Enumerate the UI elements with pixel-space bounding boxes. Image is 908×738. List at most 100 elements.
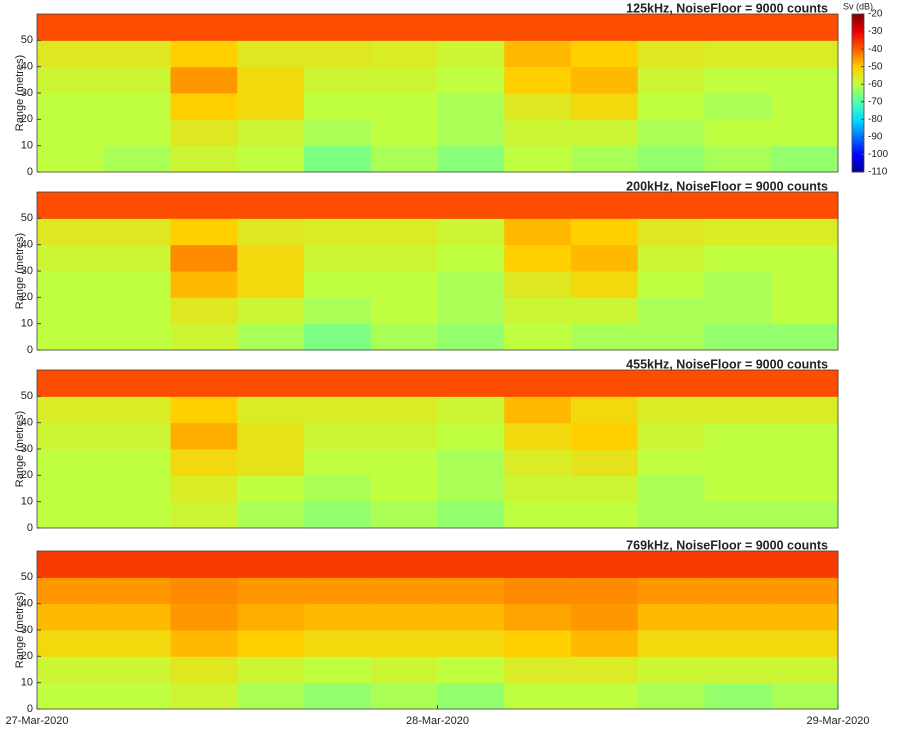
heat-cell bbox=[304, 682, 372, 710]
colorbar-tick-label: -60 bbox=[868, 79, 883, 90]
heat-cell bbox=[504, 603, 572, 631]
heat-cell bbox=[237, 323, 305, 351]
heat-cell bbox=[504, 192, 572, 219]
heat-cell bbox=[637, 40, 705, 68]
heat-cell bbox=[437, 577, 505, 605]
heat-cell bbox=[37, 449, 105, 476]
y-tick-label: 0 bbox=[27, 703, 33, 715]
heat-cell bbox=[571, 192, 639, 219]
heat-cell bbox=[571, 501, 639, 529]
heat-cell bbox=[771, 422, 839, 450]
heat-cell bbox=[571, 40, 639, 68]
heat-cell bbox=[103, 501, 171, 529]
colorbar-tick-label: -70 bbox=[868, 96, 883, 107]
y-axis-label: Range (metres) bbox=[14, 55, 26, 131]
heat-cell bbox=[237, 297, 305, 325]
heat-cell bbox=[170, 682, 238, 710]
heat-cell bbox=[370, 323, 438, 351]
heat-cell bbox=[170, 323, 238, 351]
heat-cell bbox=[103, 93, 171, 120]
heat-cell bbox=[304, 244, 372, 272]
heat-cell bbox=[237, 66, 305, 94]
heat-cell bbox=[571, 119, 639, 147]
colorbar-swatch bbox=[852, 74, 864, 78]
heat-cell bbox=[170, 577, 238, 605]
heat-cell bbox=[170, 422, 238, 450]
heat-cell bbox=[504, 656, 572, 684]
heat-cell bbox=[504, 218, 572, 246]
heat-cell bbox=[370, 577, 438, 605]
heat-cell bbox=[704, 603, 772, 631]
heat-cell bbox=[571, 577, 639, 605]
heat-cell bbox=[37, 66, 105, 94]
colorbar-swatch bbox=[852, 40, 864, 44]
heat-cell bbox=[37, 14, 105, 41]
heat-cell bbox=[437, 40, 505, 68]
colorbar-swatch bbox=[852, 111, 864, 115]
heat-cell bbox=[170, 656, 238, 684]
heat-cell bbox=[170, 145, 238, 173]
heat-cell bbox=[704, 370, 772, 397]
colorbar-swatch bbox=[852, 42, 864, 47]
heat-cell bbox=[637, 271, 705, 298]
heat-cell bbox=[237, 14, 305, 41]
panel-title: 769kHz, NoiseFloor = 9000 counts bbox=[626, 538, 828, 552]
heat-cell bbox=[771, 323, 839, 351]
y-tick-label: 20 bbox=[21, 650, 33, 662]
heat-cell bbox=[103, 682, 171, 710]
heat-cell bbox=[571, 297, 639, 325]
heat-cell bbox=[437, 551, 505, 578]
heat-cell bbox=[437, 297, 505, 325]
heat-cell bbox=[637, 422, 705, 450]
heat-cell bbox=[37, 396, 105, 424]
heat-cell bbox=[704, 323, 772, 351]
colorbar-swatch bbox=[852, 135, 864, 139]
heat-cell bbox=[103, 422, 171, 450]
heat-cell bbox=[637, 323, 705, 351]
heat-cell bbox=[237, 145, 305, 173]
heat-cell bbox=[370, 145, 438, 173]
heat-cell bbox=[37, 551, 105, 578]
heat-cell bbox=[237, 370, 305, 397]
heat-cell bbox=[237, 119, 305, 147]
colorbar-swatch bbox=[852, 156, 864, 160]
heat-cell bbox=[704, 422, 772, 450]
colorbar-swatch bbox=[852, 114, 864, 118]
heat-cell bbox=[170, 244, 238, 272]
heat-cell bbox=[704, 577, 772, 605]
heat-cell bbox=[504, 630, 572, 657]
heat-cell bbox=[704, 218, 772, 246]
heat-cell bbox=[437, 422, 505, 450]
heat-cell bbox=[437, 192, 505, 219]
colorbar-swatch bbox=[852, 79, 864, 83]
y-tick-label: 30 bbox=[21, 265, 33, 277]
heat-cell bbox=[170, 192, 238, 219]
heat-cell bbox=[370, 14, 438, 41]
heat-cell bbox=[370, 119, 438, 147]
heat-cell bbox=[771, 244, 839, 272]
heat-cell bbox=[37, 271, 105, 298]
panel-title: 455kHz, NoiseFloor = 9000 counts bbox=[626, 357, 828, 371]
y-tick-label: 0 bbox=[27, 344, 33, 356]
panel-title: 200kHz, NoiseFloor = 9000 counts bbox=[626, 179, 828, 193]
heat-cell bbox=[637, 630, 705, 657]
colorbar-swatch bbox=[852, 150, 864, 155]
heat-cell bbox=[437, 218, 505, 246]
heat-cell bbox=[37, 244, 105, 272]
heat-cell bbox=[304, 14, 372, 41]
heat-cell bbox=[103, 475, 171, 503]
colorbar-swatch bbox=[852, 119, 864, 123]
heat-cell bbox=[771, 370, 839, 397]
heat-cell bbox=[771, 145, 839, 173]
heat-cell bbox=[504, 422, 572, 450]
heat-cell bbox=[504, 396, 572, 424]
colorbar-swatch bbox=[852, 27, 864, 31]
heat-cell bbox=[704, 501, 772, 529]
colorbar-swatch bbox=[852, 166, 864, 170]
heat-cell bbox=[304, 192, 372, 219]
y-tick-label: 40 bbox=[21, 61, 33, 73]
colorbar-tick-label: -90 bbox=[868, 132, 883, 143]
heat-cell bbox=[437, 656, 505, 684]
heat-cell bbox=[704, 271, 772, 298]
heat-cell bbox=[504, 682, 572, 710]
